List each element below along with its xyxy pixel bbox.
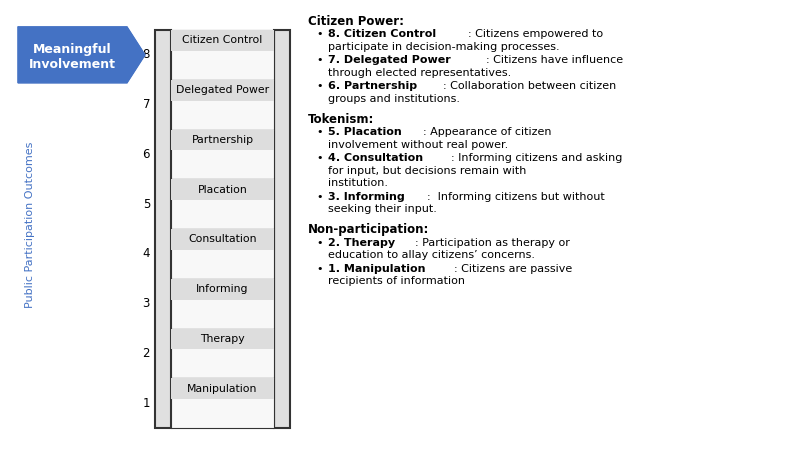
Text: participate in decision-making processes.: participate in decision-making processes… [328, 41, 560, 51]
Text: Non-participation:: Non-participation: [308, 224, 430, 237]
Text: : Citizens have influence: : Citizens have influence [486, 55, 623, 65]
Text: recipients of information: recipients of information [328, 276, 465, 286]
Text: Involvement: Involvement [29, 58, 116, 72]
Text: Therapy: Therapy [200, 334, 245, 344]
Bar [171, 378, 274, 428]
Text: 7. Delegated Power: 7. Delegated Power [328, 55, 450, 65]
Polygon shape [18, 27, 145, 83]
Text: 1: 1 [142, 396, 150, 410]
Text: 2: 2 [142, 347, 150, 360]
Text: Citizen Control: Citizen Control [182, 36, 262, 45]
Text: •: • [316, 153, 322, 163]
Text: Delegated Power: Delegated Power [176, 85, 269, 95]
Text: •: • [316, 238, 322, 248]
Text: Consultation: Consultation [188, 234, 257, 244]
Text: •: • [316, 192, 322, 202]
Text: •: • [316, 55, 322, 65]
Bar [274, 30, 290, 428]
Text: : Citizens are passive: : Citizens are passive [454, 264, 572, 274]
Text: 8: 8 [142, 49, 150, 61]
Text: 8. Citizen Control: 8. Citizen Control [328, 29, 436, 39]
Bar [171, 229, 274, 279]
Bar [171, 328, 274, 349]
Text: •: • [316, 127, 322, 137]
Bar [171, 80, 274, 130]
Text: 4. Consultation: 4. Consultation [328, 153, 423, 163]
Bar [171, 130, 274, 150]
Text: 7: 7 [142, 98, 150, 111]
Text: Citizen Power:: Citizen Power: [308, 15, 404, 28]
Text: 6. Partnership: 6. Partnership [328, 81, 417, 91]
Bar [171, 179, 274, 229]
Text: 5. Placation: 5. Placation [328, 127, 402, 137]
Text: Partnership: Partnership [191, 135, 254, 145]
Text: 4: 4 [142, 248, 150, 261]
Text: •: • [316, 29, 322, 39]
Text: : Participation as therapy or: : Participation as therapy or [414, 238, 570, 248]
Text: Tokenism:: Tokenism: [308, 113, 374, 126]
Text: : Citizens empowered to: : Citizens empowered to [467, 29, 602, 39]
Text: Meaningful: Meaningful [33, 43, 112, 56]
Bar [155, 30, 171, 428]
Text: 6: 6 [142, 148, 150, 161]
Text: 3. Informing: 3. Informing [328, 192, 405, 202]
Text: •: • [316, 264, 322, 274]
Bar [171, 30, 274, 80]
Text: : Collaboration between citizen: : Collaboration between citizen [443, 81, 616, 91]
Text: 1. Manipulation: 1. Manipulation [328, 264, 426, 274]
Text: : Informing citizens and asking: : Informing citizens and asking [450, 153, 622, 163]
Bar [171, 179, 274, 200]
Bar [171, 30, 274, 51]
Bar [171, 279, 274, 328]
Text: seeking their input.: seeking their input. [328, 204, 437, 214]
Text: :  Informing citizens but without: : Informing citizens but without [427, 192, 605, 202]
Bar [171, 229, 274, 250]
Bar [171, 279, 274, 300]
Text: groups and institutions.: groups and institutions. [328, 94, 460, 104]
Text: Informing: Informing [196, 284, 249, 294]
Text: : Appearance of citizen: : Appearance of citizen [423, 127, 552, 137]
Text: education to allay citizens’ concerns.: education to allay citizens’ concerns. [328, 250, 535, 260]
Text: involvement without real power.: involvement without real power. [328, 140, 508, 149]
Text: Manipulation: Manipulation [187, 384, 258, 394]
Text: institution.: institution. [328, 178, 388, 188]
Text: 3: 3 [142, 297, 150, 310]
Text: Placation: Placation [198, 184, 247, 195]
Bar [171, 378, 274, 399]
Text: 2. Therapy: 2. Therapy [328, 238, 395, 248]
Text: for input, but decisions remain with: for input, but decisions remain with [328, 166, 526, 176]
Text: •: • [316, 81, 322, 91]
Text: through elected representatives.: through elected representatives. [328, 68, 511, 77]
Text: Public Participation Outcomes: Public Participation Outcomes [25, 142, 35, 308]
Text: 5: 5 [142, 198, 150, 211]
Bar [171, 130, 274, 179]
Bar [171, 328, 274, 378]
Bar [171, 80, 274, 101]
